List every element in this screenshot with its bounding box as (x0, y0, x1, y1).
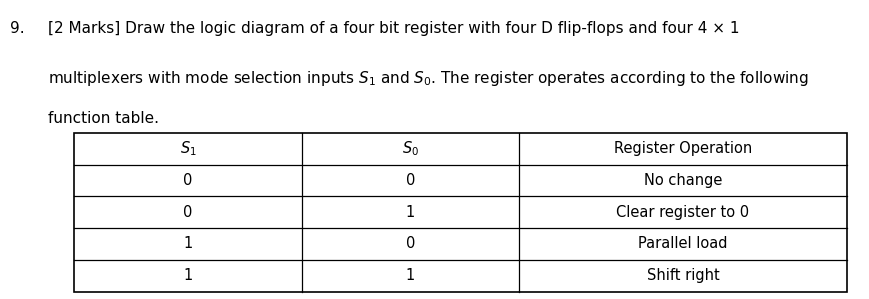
Text: 9.: 9. (10, 21, 25, 36)
Text: Shift right: Shift right (647, 268, 720, 283)
Text: Clear register to 0: Clear register to 0 (616, 205, 749, 220)
Text: No change: No change (644, 173, 722, 188)
Bar (74, 133, 847, 292)
Text: Register Operation: Register Operation (614, 141, 752, 156)
Text: 0: 0 (406, 173, 415, 188)
Text: function table.: function table. (48, 111, 159, 126)
Text: 1: 1 (406, 268, 415, 283)
Text: $S_1$: $S_1$ (180, 140, 196, 158)
Text: 1: 1 (183, 237, 193, 251)
Text: 0: 0 (406, 237, 415, 251)
Text: [2 Marks] Draw the logic diagram of a four bit register with four D flip-flops a: [2 Marks] Draw the logic diagram of a fo… (48, 21, 740, 36)
Text: $S_0$: $S_0$ (401, 140, 419, 158)
Text: 0: 0 (183, 205, 193, 220)
Text: 1: 1 (406, 205, 415, 220)
Text: 1: 1 (183, 268, 193, 283)
Text: multiplexers with mode selection inputs $S_1$ and $S_0$. The register operates a: multiplexers with mode selection inputs … (48, 69, 809, 88)
Text: Parallel load: Parallel load (638, 237, 727, 251)
Text: 0: 0 (183, 173, 193, 188)
